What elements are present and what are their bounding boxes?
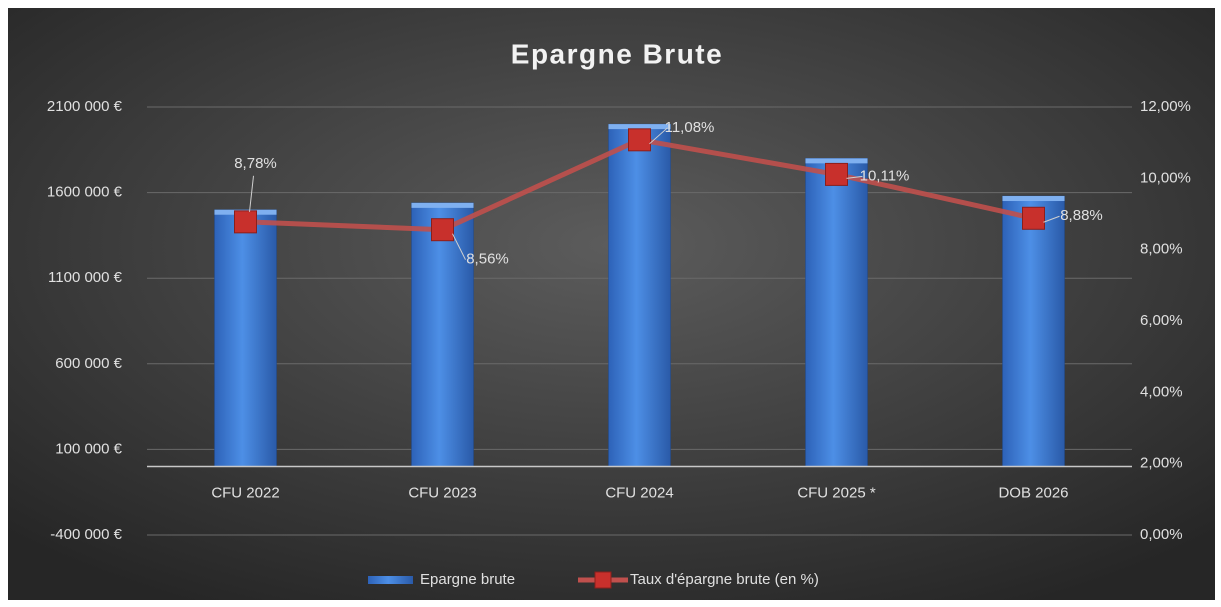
- leader-line: [249, 175, 254, 212]
- x-tick-label: CFU 2023: [408, 484, 476, 501]
- x-tick-label: CFU 2022: [211, 484, 279, 501]
- chart-title: Epargne Brute: [511, 38, 723, 69]
- y2-tick-label: 8,00%: [1140, 241, 1183, 258]
- data-label: 8,56%: [466, 251, 509, 268]
- marker: [1022, 206, 1045, 230]
- y-tick-label: 100 000 €: [55, 440, 122, 457]
- leader-line: [846, 175, 863, 179]
- legend-label: Epargne brute: [420, 571, 515, 588]
- bar-top: [1002, 196, 1065, 202]
- bar: [608, 123, 671, 467]
- leader-line: [452, 233, 466, 260]
- x-tick-label: CFU 2025 *: [797, 484, 876, 501]
- y-tick-label: 1100 000 €: [48, 269, 123, 286]
- marker: [234, 210, 257, 234]
- marker: [431, 218, 454, 242]
- y-tick-label: -400 000 €: [50, 526, 122, 543]
- data-label: 10,11%: [860, 167, 910, 184]
- legend-swatch: [368, 576, 413, 584]
- leader-line: [1043, 215, 1060, 223]
- y-tick-label: 2100 000 €: [47, 98, 123, 115]
- y2-tick-label: 2,00%: [1140, 455, 1183, 472]
- marker: [628, 128, 651, 152]
- bar-top: [608, 124, 671, 130]
- x-tick-label: CFU 2024: [605, 484, 673, 501]
- y2-tick-label: 6,00%: [1140, 312, 1183, 329]
- y-tick-label: 600 000 €: [55, 355, 122, 372]
- data-label: 8,78%: [234, 155, 277, 172]
- legend-swatch: [594, 571, 612, 589]
- y2-tick-label: 12,00%: [1140, 98, 1191, 115]
- y2-tick-label: 0,00%: [1140, 526, 1183, 543]
- y2-tick-label: 10,00%: [1140, 169, 1191, 186]
- bar: [1002, 195, 1065, 467]
- y-tick-label: 1600 000 €: [47, 184, 123, 201]
- bar: [805, 158, 868, 467]
- leader-line: [649, 127, 668, 145]
- data-label: 8,88%: [1060, 207, 1103, 224]
- bar: [411, 202, 474, 467]
- bar-top: [411, 202, 474, 208]
- marker: [825, 162, 848, 186]
- y2-tick-label: 4,00%: [1140, 383, 1183, 400]
- legend-label: Taux d'épargne brute (en %): [630, 571, 819, 588]
- data-label: 11,08%: [665, 119, 715, 136]
- x-tick-label: DOB 2026: [998, 484, 1068, 501]
- bar: [214, 209, 277, 467]
- bar-top: [805, 158, 868, 164]
